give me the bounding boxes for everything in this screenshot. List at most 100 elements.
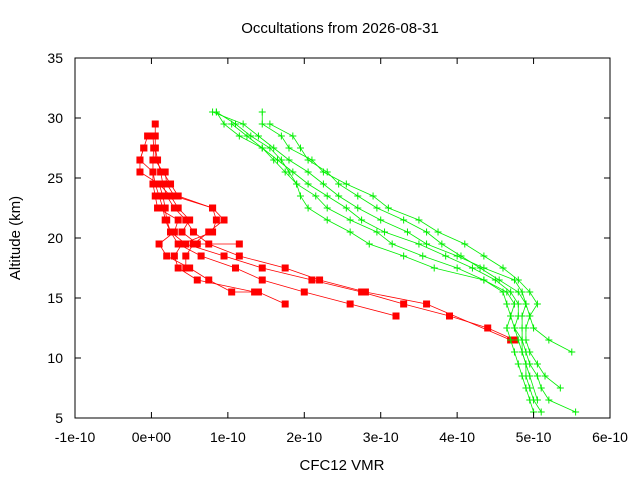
data-point bbox=[526, 312, 534, 320]
data-point bbox=[358, 288, 366, 296]
data-point bbox=[304, 204, 312, 212]
data-point bbox=[373, 204, 381, 212]
data-point bbox=[503, 324, 511, 332]
data-point bbox=[526, 288, 534, 296]
data-point bbox=[174, 240, 182, 248]
series-9 bbox=[258, 108, 576, 356]
data-point bbox=[499, 288, 507, 296]
series-6 bbox=[161, 168, 228, 272]
data-point bbox=[503, 300, 511, 308]
data-point bbox=[323, 168, 331, 176]
data-point bbox=[354, 192, 362, 200]
data-point bbox=[285, 144, 293, 152]
series-13 bbox=[212, 108, 541, 404]
data-point bbox=[209, 204, 217, 212]
data-point bbox=[293, 180, 301, 188]
x-tick-label: 4e-10 bbox=[439, 429, 475, 445]
data-point bbox=[400, 252, 408, 260]
x-tick-label: 1e-10 bbox=[210, 429, 246, 445]
data-point bbox=[556, 384, 564, 392]
data-point bbox=[163, 192, 171, 200]
data-point bbox=[254, 132, 262, 140]
data-point bbox=[277, 156, 285, 164]
data-point bbox=[247, 132, 255, 140]
data-point bbox=[438, 240, 446, 248]
data-point bbox=[270, 156, 278, 164]
data-point bbox=[522, 360, 530, 368]
data-point bbox=[400, 216, 408, 224]
data-point bbox=[149, 180, 157, 188]
data-point bbox=[358, 216, 366, 224]
data-point bbox=[304, 180, 312, 188]
y-tick-label: 20 bbox=[47, 230, 63, 246]
data-point bbox=[346, 216, 354, 224]
data-point bbox=[136, 156, 144, 164]
data-point bbox=[174, 192, 182, 200]
data-point bbox=[235, 240, 243, 248]
data-point bbox=[419, 252, 427, 260]
data-point bbox=[258, 120, 266, 128]
data-point bbox=[258, 264, 266, 272]
data-point bbox=[510, 336, 518, 344]
data-point bbox=[480, 252, 488, 260]
data-point bbox=[568, 348, 576, 356]
data-point bbox=[161, 204, 169, 212]
data-point bbox=[510, 324, 518, 332]
data-point bbox=[361, 288, 369, 296]
data-point bbox=[415, 240, 423, 248]
data-point bbox=[400, 300, 408, 308]
data-point bbox=[186, 216, 194, 224]
data-point bbox=[186, 264, 194, 272]
data-point bbox=[151, 156, 159, 164]
data-point bbox=[205, 228, 213, 236]
data-point bbox=[381, 228, 389, 236]
data-point bbox=[541, 372, 549, 380]
data-point bbox=[281, 264, 289, 272]
data-point bbox=[154, 204, 162, 212]
series-1 bbox=[136, 132, 518, 344]
data-point bbox=[495, 276, 503, 284]
data-point bbox=[167, 228, 175, 236]
data-point bbox=[151, 120, 159, 128]
series-line bbox=[212, 111, 576, 413]
data-point bbox=[354, 204, 362, 212]
ticks-layer: -1e-10 0e+00 1e-10 2e-10 3e-10 4e-10 5e-10 6e-1… bbox=[47, 50, 628, 445]
data-point bbox=[235, 132, 243, 140]
data-point bbox=[170, 192, 178, 200]
data-point bbox=[149, 168, 157, 176]
data-point bbox=[266, 144, 274, 152]
series-12 bbox=[266, 120, 564, 392]
data-point bbox=[193, 276, 201, 284]
data-point bbox=[189, 240, 197, 248]
data-point bbox=[178, 240, 186, 248]
data-point bbox=[545, 336, 553, 344]
x-tick-label: 2e-10 bbox=[286, 429, 322, 445]
data-point bbox=[296, 144, 304, 152]
data-point bbox=[522, 384, 530, 392]
y-axis-label: Altitude (km) bbox=[7, 196, 24, 280]
data-point bbox=[514, 288, 522, 296]
data-point bbox=[254, 288, 262, 296]
data-point bbox=[174, 216, 182, 224]
data-point bbox=[136, 168, 144, 176]
data-point bbox=[170, 252, 178, 260]
data-point bbox=[189, 228, 197, 236]
data-point bbox=[514, 360, 522, 368]
data-point bbox=[167, 180, 175, 188]
data-point bbox=[335, 180, 343, 188]
data-point bbox=[518, 372, 526, 380]
y-tick-label: 10 bbox=[47, 350, 63, 366]
data-point bbox=[149, 132, 157, 140]
data-point bbox=[300, 288, 308, 296]
data-point bbox=[212, 108, 220, 116]
data-point bbox=[533, 300, 541, 308]
series-line bbox=[216, 111, 538, 401]
data-point bbox=[170, 204, 178, 212]
data-point bbox=[163, 180, 171, 188]
data-point bbox=[251, 288, 259, 296]
data-point bbox=[289, 132, 297, 140]
data-point bbox=[178, 228, 186, 236]
data-point bbox=[572, 408, 580, 416]
data-point bbox=[312, 192, 320, 200]
data-point bbox=[446, 312, 453, 320]
